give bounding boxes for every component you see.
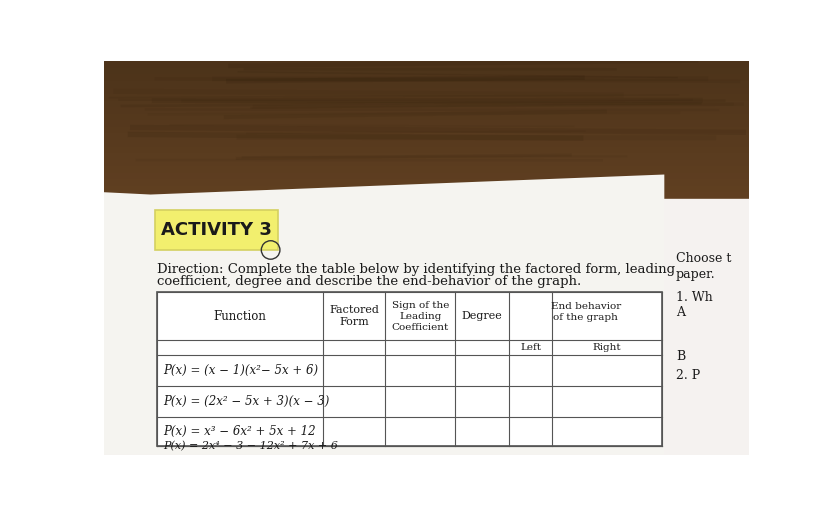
Bar: [104, 435, 749, 442]
Bar: [104, 81, 749, 87]
Bar: [104, 415, 749, 422]
Bar: [104, 402, 749, 409]
Bar: [104, 291, 749, 297]
Bar: [104, 245, 749, 251]
Bar: [104, 350, 749, 357]
Text: P(x) = (2x² − 5x + 3)(x − 3): P(x) = (2x² − 5x + 3)(x − 3): [163, 395, 329, 408]
Bar: [104, 68, 749, 75]
Bar: [104, 284, 749, 291]
Text: Sign of the
Leading
Coefficient: Sign of the Leading Coefficient: [392, 300, 449, 332]
Bar: [104, 369, 749, 376]
Bar: [156, 292, 662, 446]
Text: P(x) = (x − 1)(x²− 5x + 6): P(x) = (x − 1)(x²− 5x + 6): [163, 364, 318, 377]
Bar: [104, 265, 749, 271]
Bar: [104, 429, 749, 435]
Bar: [104, 278, 749, 284]
Bar: [104, 219, 749, 225]
Bar: [104, 448, 749, 455]
Bar: [104, 87, 749, 94]
Bar: [104, 363, 749, 369]
Bar: [104, 323, 749, 330]
Bar: [104, 199, 749, 205]
Bar: [104, 337, 749, 343]
Bar: [104, 127, 749, 133]
Bar: [104, 343, 749, 350]
Text: P(x) = x³ − 6x² + 5x + 12: P(x) = x³ − 6x² + 5x + 12: [163, 425, 315, 438]
Bar: [104, 232, 749, 238]
Bar: [104, 238, 749, 245]
Text: paper.: paper.: [676, 268, 716, 281]
Text: 1. Wh: 1. Wh: [676, 291, 713, 304]
Bar: [104, 120, 749, 127]
Bar: [104, 173, 749, 179]
Bar: [104, 389, 749, 396]
Text: P(x) = 2x⁴ − 3 − 12x² + 7x + 6: P(x) = 2x⁴ − 3 − 12x² + 7x + 6: [163, 441, 338, 452]
Bar: [104, 179, 749, 186]
Bar: [104, 383, 749, 389]
Bar: [104, 304, 749, 311]
Bar: [104, 159, 749, 166]
Bar: [104, 212, 749, 219]
FancyBboxPatch shape: [155, 210, 279, 250]
Text: End behavior
of the graph: End behavior of the graph: [551, 303, 621, 322]
Text: A: A: [676, 306, 685, 319]
Text: Direction: Complete the table below by identifying the factored form, leading: Direction: Complete the table below by i…: [156, 263, 675, 276]
Polygon shape: [104, 175, 664, 455]
Bar: [104, 140, 749, 147]
Bar: [104, 251, 749, 258]
Bar: [104, 422, 749, 429]
Bar: [104, 101, 749, 107]
Bar: [104, 258, 749, 265]
Text: 2. P: 2. P: [676, 369, 701, 382]
Bar: [104, 186, 749, 193]
Bar: [104, 75, 749, 81]
Bar: [104, 396, 749, 402]
Bar: [104, 311, 749, 317]
Text: B: B: [676, 350, 686, 363]
Text: ACTIVITY 3: ACTIVITY 3: [161, 221, 272, 239]
Bar: [104, 271, 749, 278]
Text: Function: Function: [214, 310, 266, 322]
Bar: [104, 317, 749, 323]
Bar: [104, 133, 749, 140]
Bar: [104, 147, 749, 153]
Bar: [104, 376, 749, 383]
Bar: [104, 442, 749, 448]
Bar: [104, 297, 749, 304]
Bar: [104, 61, 749, 68]
Text: coefficient, degree and describe the end-behavior of the graph.: coefficient, degree and describe the end…: [156, 275, 581, 288]
Bar: [104, 166, 749, 173]
Bar: [104, 409, 749, 415]
Bar: [104, 205, 749, 212]
Bar: [104, 114, 749, 120]
Bar: [104, 107, 749, 114]
Text: Degree: Degree: [462, 311, 503, 321]
Bar: [104, 225, 749, 232]
Text: Factored
Form: Factored Form: [329, 305, 379, 328]
Bar: [104, 330, 749, 337]
Bar: [104, 94, 749, 101]
Bar: [104, 153, 749, 159]
Text: Left: Left: [520, 343, 541, 352]
Text: Choose t: Choose t: [676, 252, 731, 265]
Bar: [104, 193, 749, 199]
Bar: [104, 357, 749, 363]
Text: Right: Right: [592, 343, 622, 352]
